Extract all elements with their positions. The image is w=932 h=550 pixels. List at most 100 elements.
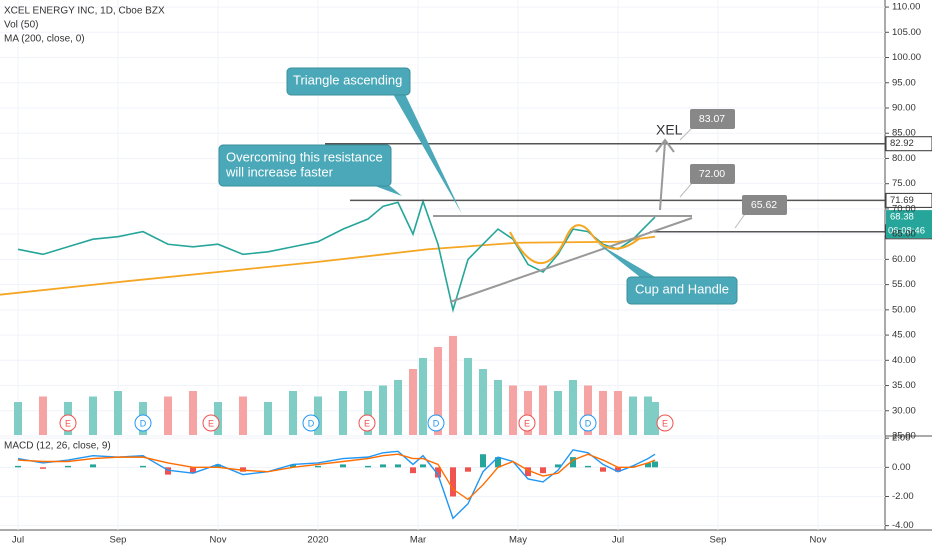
callout-pointer [375, 186, 402, 196]
volume-bar [164, 396, 172, 435]
macd-histogram-bar [645, 462, 651, 468]
callout-text: Triangle ascending [293, 72, 402, 87]
y-tick-label: 65.00 [892, 229, 916, 240]
volume-bar [89, 396, 97, 435]
volume-bar [494, 380, 502, 435]
macd-histogram-bar [140, 465, 146, 468]
y-tick-label: 35.00 [892, 380, 916, 391]
macd-histogram-bar [652, 461, 658, 468]
macd-histogram-bar [570, 457, 576, 468]
volume-bar [434, 347, 442, 435]
target-label: 65.62 [751, 199, 777, 211]
event-marker [134, 414, 152, 432]
event-marker [579, 414, 597, 432]
y-tick-label: 70.00 [892, 203, 916, 214]
y-tick-label: 2.00 [892, 433, 911, 444]
event-label: D [585, 418, 592, 428]
volume-bar [379, 385, 387, 435]
target-tag [690, 164, 735, 184]
macd-histogram-bar [540, 467, 546, 474]
volume-bar [419, 358, 427, 435]
volume-bar [239, 396, 247, 435]
overlay: Jul Sep Nov 2020 Mar May Jul Sep Nov 82.92 71.69 65… [12, 6, 932, 546]
x-tick-label: May [509, 535, 527, 546]
volume-bar [479, 369, 487, 435]
volume-bar [629, 396, 637, 435]
x-tick-label: Nov [210, 535, 227, 546]
callout-pointer [393, 94, 462, 214]
volume-bar [584, 385, 592, 435]
y-tick-label: 95.00 [892, 77, 916, 88]
current-price-tag [886, 210, 932, 239]
drawings [433, 127, 746, 303]
macd-histogram-bar [240, 467, 246, 472]
y-tick-label: -2.00 [892, 491, 914, 502]
callout-text: Overcoming this resistance [226, 149, 383, 164]
x-tick-label: 2020 [307, 535, 328, 546]
volume-bar [614, 391, 622, 435]
y-tick-label: -4.00 [892, 520, 914, 531]
volume-bar [189, 391, 197, 435]
macd-histogram-bar [450, 467, 456, 497]
macd-histogram-bar [525, 467, 531, 477]
x-tick-label: Nov [810, 535, 827, 546]
macd-histogram-bar [555, 464, 561, 468]
arrow [655, 138, 675, 211]
volume-bar [14, 402, 22, 435]
y-tick-label: 80.00 [892, 153, 916, 164]
volume-bar [539, 385, 547, 435]
volume-bar [114, 391, 122, 435]
current-price-label: 68.38 [890, 212, 914, 223]
macd-histogram-bar [395, 464, 401, 468]
y-tick-label: 75.00 [892, 178, 916, 189]
y-tick-label: 105.00 [892, 27, 921, 38]
target-label: 83.07 [699, 113, 725, 125]
target-tag [690, 109, 735, 129]
event-label: D [140, 418, 147, 428]
macd-histogram-bar [585, 465, 591, 468]
y-tick-label: 100.00 [892, 52, 921, 63]
event-marker [202, 414, 220, 432]
volume-bar [644, 396, 652, 435]
price-tag [885, 136, 932, 152]
y-tick-label: 25.00 [892, 431, 916, 442]
x-tick-label: Jul [12, 535, 24, 546]
macd-histogram-bar [165, 467, 171, 475]
y-tick-label: 55.00 [892, 279, 916, 290]
macd-histogram-bar [365, 465, 371, 468]
event-marker [518, 414, 536, 432]
y-tick-label: 50.00 [892, 304, 916, 315]
volume-bar [314, 396, 322, 435]
macd-histogram-bar [40, 467, 46, 469]
macd-histogram-bar [215, 464, 221, 468]
event-label: E [65, 418, 71, 428]
event-marker [427, 414, 445, 432]
event-label: E [208, 418, 214, 428]
macd-histogram-bar [480, 454, 486, 468]
tag-connectors [679, 127, 746, 229]
cup-handle [509, 224, 641, 264]
macd-histogram-bar [435, 467, 441, 478]
macd-histogram-bar [290, 464, 296, 468]
volume-bar [464, 358, 472, 435]
macd-histogram-bar [495, 457, 501, 468]
event-label: E [662, 418, 668, 428]
indicator-label: Vol (50) [4, 20, 38, 31]
callout-pointer [597, 243, 655, 277]
macd-histogram-bar [340, 464, 346, 468]
volume-bar [409, 369, 417, 435]
y-tick-label: 40.00 [892, 355, 916, 366]
event-marker [302, 414, 320, 432]
price-tag-label: 82.92 [890, 138, 914, 149]
macd-histogram-bar [15, 465, 21, 468]
y-tick-label: 30.00 [892, 405, 916, 416]
y-tick-label: 90.00 [892, 103, 916, 114]
target-label: 72.00 [699, 168, 725, 180]
macd-histogram-bar [465, 467, 471, 472]
event-label: E [364, 418, 370, 428]
signal-line [17, 453, 656, 501]
callouts: Triangle ascending Overcoming this resis… [218, 67, 787, 305]
callout [286, 67, 411, 96]
volume-bar [39, 396, 47, 435]
